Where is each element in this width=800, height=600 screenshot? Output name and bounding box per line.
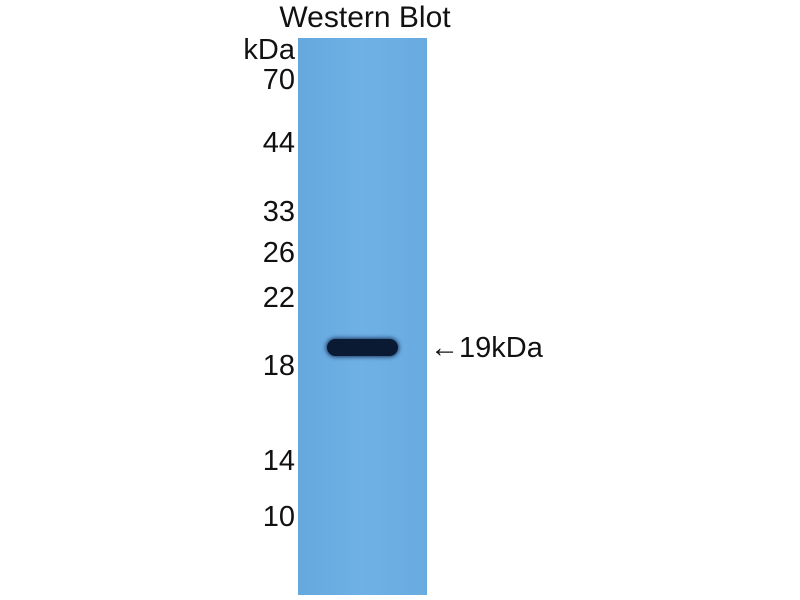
marker-22: 22 xyxy=(262,282,295,314)
marker-33: 33 xyxy=(262,196,295,228)
marker-18: 18 xyxy=(262,350,295,382)
blot-lane xyxy=(298,38,427,595)
marker-14: 14 xyxy=(262,445,295,477)
marker-70: 70 xyxy=(262,64,295,96)
marker-10: 10 xyxy=(262,501,295,533)
marker-44: 44 xyxy=(262,127,295,159)
marker-26: 26 xyxy=(262,237,295,269)
band-annotation: ←19kDa xyxy=(430,332,543,364)
protein-band xyxy=(327,339,398,356)
unit-label: kDa xyxy=(243,34,295,66)
figure-title: Western Blot xyxy=(279,1,451,34)
